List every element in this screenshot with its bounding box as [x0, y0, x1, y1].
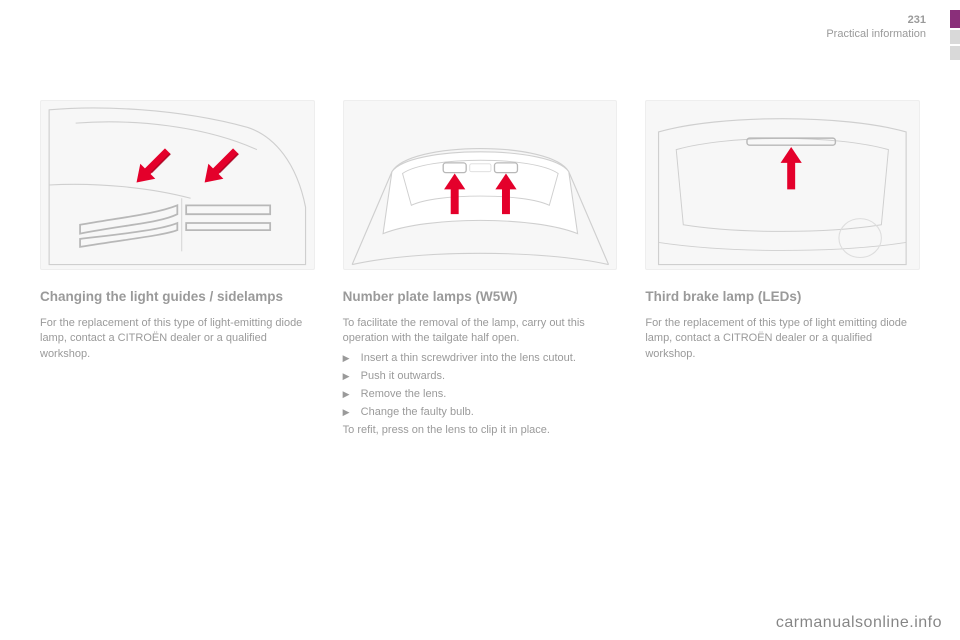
illustration-light-guides — [40, 100, 315, 270]
heading-third-brake: Third brake lamp (LEDs) — [645, 288, 920, 306]
heading-light-guides: Changing the light guides / sidelamps — [40, 288, 315, 306]
content-columns: Changing the light guides / sidelamps Fo… — [40, 100, 920, 443]
illustration-third-brake — [645, 100, 920, 270]
column-third-brake: Third brake lamp (LEDs) For the replacem… — [645, 100, 920, 443]
step-item: Insert a thin screwdriver into the lens … — [343, 351, 618, 367]
paragraph: For the replacement of this type of ligh… — [40, 316, 315, 364]
text-number-plate: To facilitate the removal of the lamp, c… — [343, 316, 618, 440]
step-item: Remove the lens. — [343, 387, 618, 403]
illustration-number-plate — [343, 100, 618, 270]
steps-list: Insert a thin screwdriver into the lens … — [343, 351, 618, 421]
edge-tab-inactive — [950, 46, 960, 60]
paragraph: For the replacement of this type of ligh… — [645, 316, 920, 364]
text-third-brake: For the replacement of this type of ligh… — [645, 316, 920, 364]
step-item: Push it outwards. — [343, 369, 618, 385]
edge-tab-active — [950, 10, 960, 28]
paragraph: To facilitate the removal of the lamp, c… — [343, 316, 618, 348]
watermark: carmanualsonline.info — [776, 614, 942, 632]
page-header: 231 Practical information — [826, 14, 926, 42]
paragraph-closing: To refit, press on the lens to clip it i… — [343, 423, 618, 439]
column-light-guides: Changing the light guides / sidelamps Fo… — [40, 100, 315, 443]
edge-tab-inactive — [950, 30, 960, 44]
heading-number-plate: Number plate lamps (W5W) — [343, 288, 618, 306]
section-name: Practical information — [826, 28, 926, 42]
edge-tabs — [950, 10, 960, 62]
page-number: 231 — [826, 14, 926, 28]
column-number-plate: Number plate lamps (W5W) To facilitate t… — [343, 100, 618, 443]
step-item: Change the faulty bulb. — [343, 405, 618, 421]
text-light-guides: For the replacement of this type of ligh… — [40, 316, 315, 364]
